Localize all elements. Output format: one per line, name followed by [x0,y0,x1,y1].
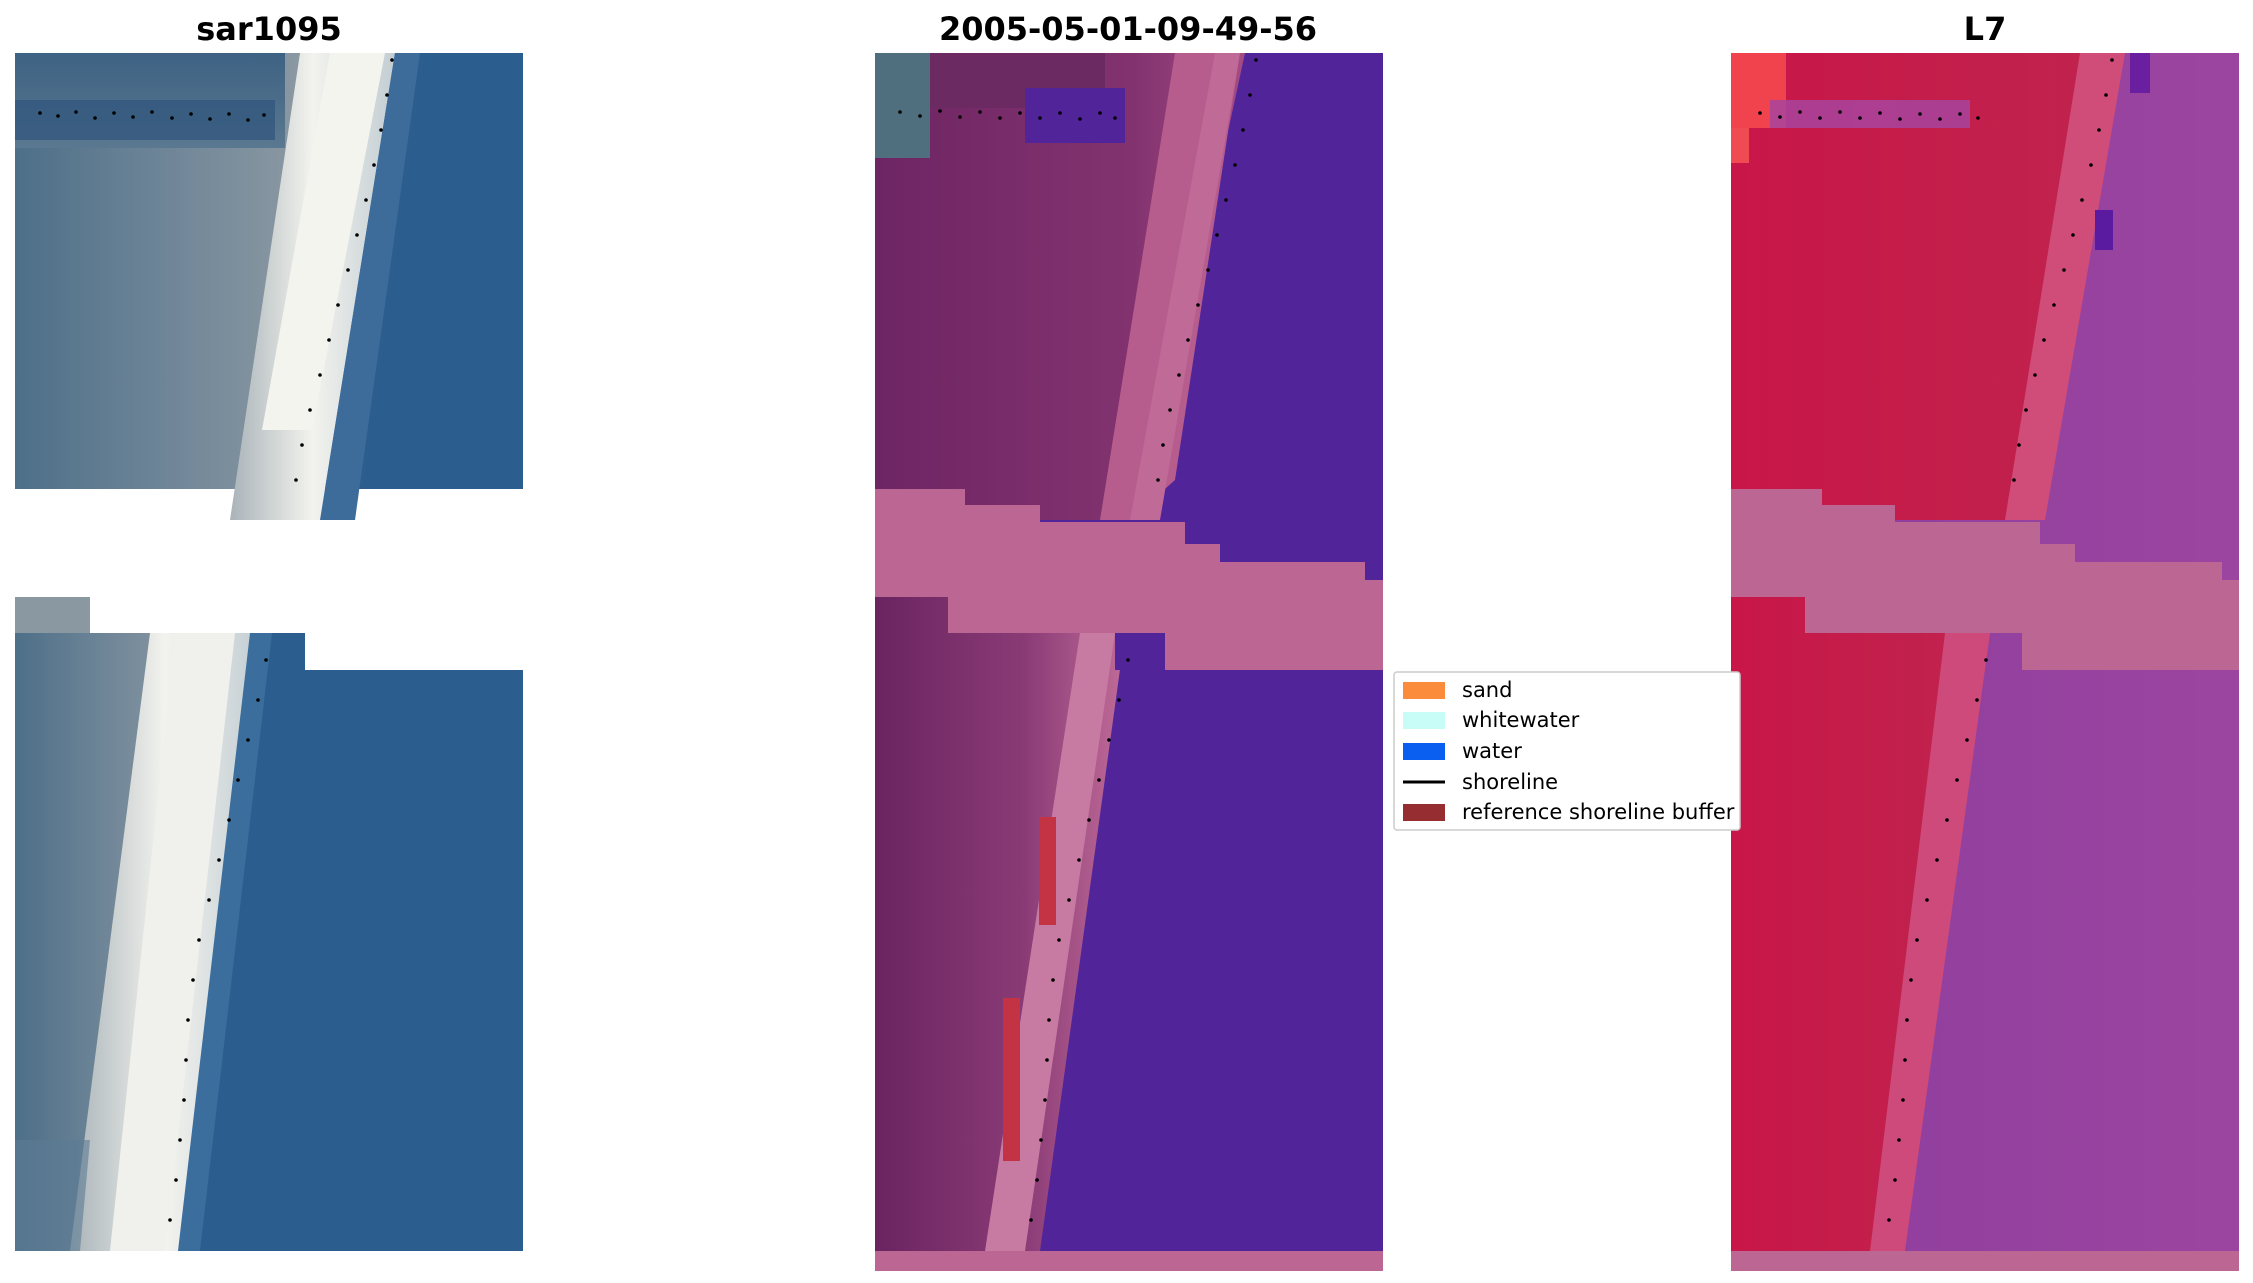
legend-label-reference-shoreline-buffer: reference shoreline buffer [1462,800,1735,824]
buffer-mark-lower [1003,998,1020,1161]
legend-item-water: water [1403,739,1522,763]
rgb-lower-image [15,597,523,1251]
legend: sand whitewater water shoreline referenc… [1393,671,1741,831]
buffer-mark-upper [1039,817,1056,925]
rgb-shoreline-dots [38,58,394,1222]
legend-item-whitewater: whitewater [1403,708,1580,732]
legend-item-shoreline: shoreline [1403,770,1558,794]
panel-title-classification: 2005-05-01-09-49-56 [939,10,1317,48]
legend-item-sand: sand [1403,678,1512,702]
legend-swatch-sand [1403,682,1445,699]
classification-shoreline-dots [898,58,1258,1222]
panel-title-rgb: sar1095 [196,10,341,48]
legend-swatch-reference-shoreline-buffer [1403,804,1445,821]
legend-swatch-whitewater [1403,712,1445,729]
rgb-panel: sar1095 [15,10,523,1251]
legend-label-sand: sand [1462,678,1512,702]
rgb-upper-image [15,53,523,597]
false-color-panel: L7 [1731,10,2239,1271]
legend-item-reference-shoreline-buffer: reference shoreline buffer [1403,800,1735,824]
false-color-shoreline-dots [1758,58,2114,1222]
panel-title-false-color: L7 [1964,10,2007,48]
legend-label-water: water [1462,739,1522,763]
legend-swatch-water [1403,743,1445,760]
classification-panel: 2005-05-01-09-49-56 [875,10,1383,1271]
legend-label-whitewater: whitewater [1462,708,1580,732]
legend-label-shoreline: shoreline [1462,770,1558,794]
